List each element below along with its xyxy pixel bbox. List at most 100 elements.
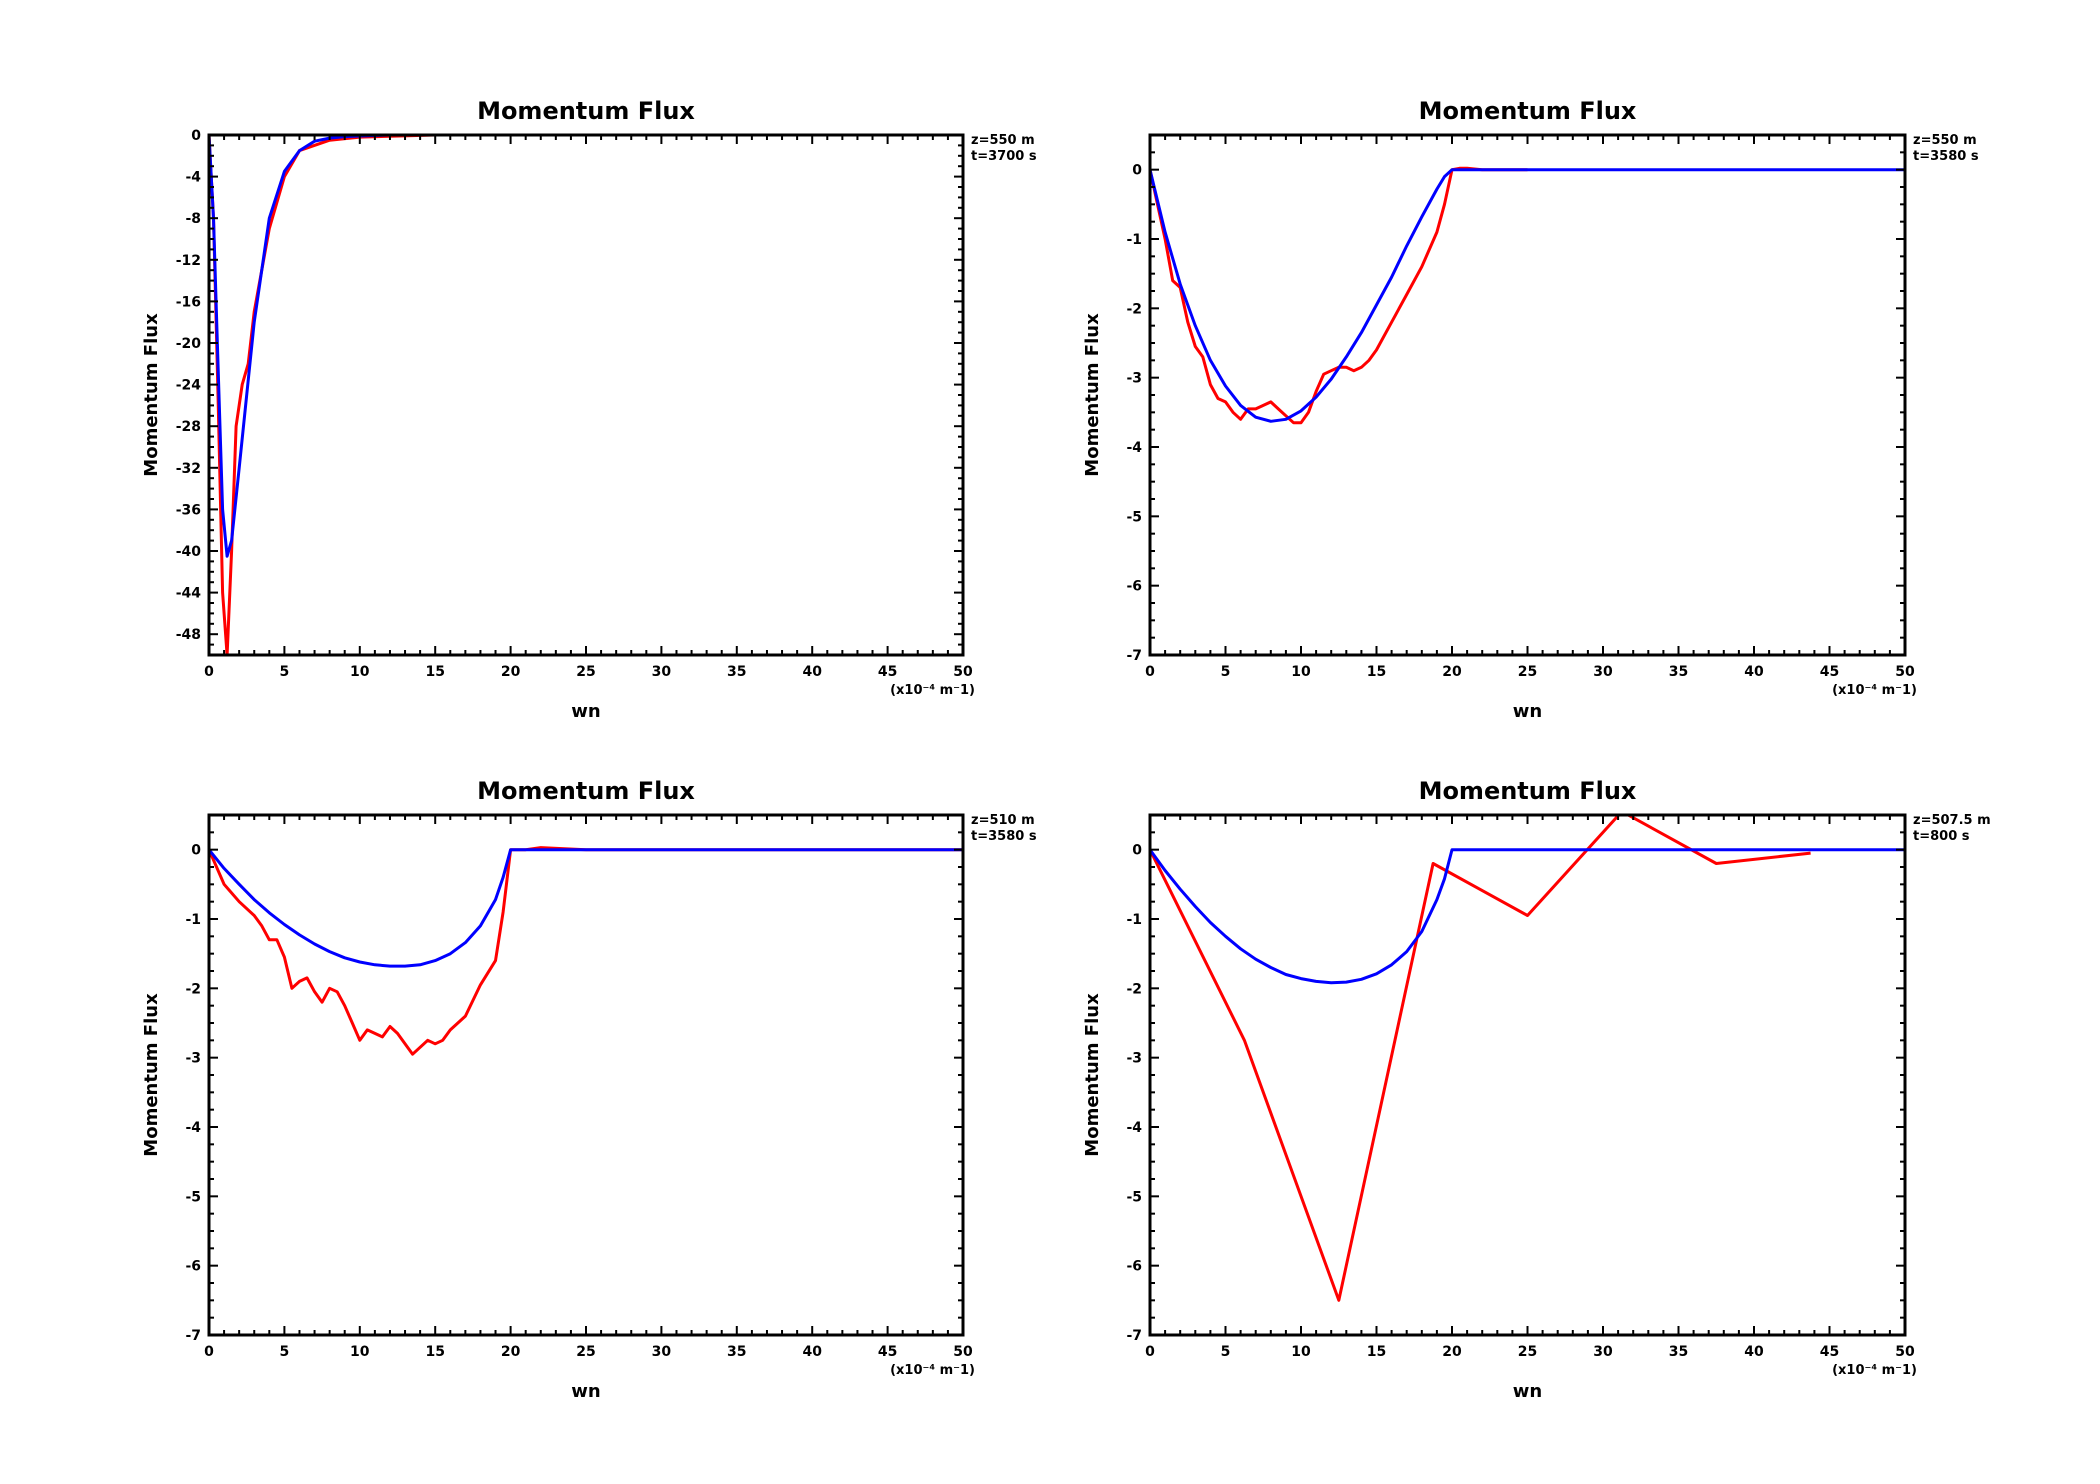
x-tick-label: 45 (1820, 1344, 1839, 1360)
y-tick-label: -2 (185, 981, 201, 997)
y-tick-label: -3 (1126, 1051, 1142, 1067)
y-tick-label: 0 (1132, 843, 1142, 859)
series-line-red (1150, 166, 1528, 425)
x-tick-label: 40 (802, 664, 822, 680)
x-tick-label: 15 (425, 1344, 444, 1360)
x-tick-label: 0 (204, 664, 214, 680)
x-tick-label: 40 (1744, 1344, 1764, 1360)
y-tick-label: -36 (176, 502, 201, 518)
x-tick-label: 15 (1367, 1344, 1386, 1360)
chart-panel-1: 0 5 10 15 20 25 30 35 40 45 50 0 -4 -8 -12 -16 -20 -24 -28… (141, 97, 1037, 722)
y-tick-label: -4 (1126, 1120, 1142, 1136)
x-tick-label: 30 (652, 1344, 672, 1360)
altitude-annotation: z=507.5 m (1913, 813, 1991, 828)
chart-title: Momentum Flux (477, 97, 695, 125)
x-tick-label: 35 (727, 664, 746, 680)
x-tick-label: 50 (953, 1344, 973, 1360)
time-annotation: t=800 s (1913, 829, 1970, 844)
x-tick-label: 30 (1593, 664, 1613, 680)
x-tick-label: 30 (652, 664, 672, 680)
plot-frame (207, 813, 965, 1337)
time-annotation: t=3580 s (971, 829, 1037, 844)
chart-panel-3: 0 5 10 15 20 25 30 35 40 45 50 0 -1 -2 -3 -4 -5 -6 -7 Momen… (141, 777, 1037, 1402)
series-line-blue (1150, 168, 1905, 423)
y-tick-label: 0 (1132, 163, 1142, 179)
y-tick-label: 0 (191, 128, 201, 144)
series-line-blue (209, 135, 963, 558)
y-tick-label: -6 (1126, 579, 1142, 595)
y-tick-label: -48 (176, 627, 201, 643)
x-tick-label: 45 (878, 1344, 897, 1360)
x-tick-label: 5 (1221, 1344, 1231, 1360)
x-tick-label: 10 (350, 664, 370, 680)
x-tick-label: 35 (1669, 664, 1688, 680)
x-tick-label: 25 (576, 664, 595, 680)
y-tick-label: -5 (185, 1189, 201, 1205)
y-tick-label: -7 (1126, 648, 1142, 664)
altitude-annotation: z=510 m (971, 813, 1035, 828)
x-tick-label: 50 (953, 664, 973, 680)
x-tick-label: 20 (501, 664, 521, 680)
plot-frame (207, 133, 965, 657)
time-annotation: t=3580 s (1913, 149, 1979, 164)
x-tick-label: 15 (1367, 664, 1386, 680)
y-tick-label: -24 (176, 378, 202, 394)
x-tick-label: 0 (1145, 1344, 1155, 1360)
y-tick-label: -7 (1126, 1328, 1142, 1344)
x-tick-label: 50 (1895, 664, 1915, 680)
x-axis-label: wn (571, 1381, 600, 1402)
series-line-blue (209, 848, 963, 968)
y-tick-label: -3 (185, 1051, 201, 1067)
y-axis-label: Momentum Flux (1082, 993, 1103, 1157)
x-tick-label: 0 (204, 1344, 214, 1360)
chart-panel-4: 0 5 10 15 20 25 30 35 40 45 50 0 -1 -2 -3 -4 -5 -6 -7 Momen… (1082, 777, 1991, 1402)
series-line-red (1150, 815, 1811, 1302)
y-tick-label: -20 (176, 336, 202, 352)
y-tick-label: -1 (1126, 912, 1142, 928)
y-tick-label: -6 (1126, 1259, 1142, 1275)
y-tick-label: -5 (1126, 509, 1142, 525)
x-unit-label: (x10⁻⁴ m⁻1) (890, 1363, 975, 1378)
y-tick-label: -32 (176, 461, 201, 477)
x-tick-label: 20 (1442, 1344, 1462, 1360)
x-tick-label: 45 (878, 664, 897, 680)
x-tick-label: 0 (1145, 664, 1155, 680)
y-tick-label: -3 (1126, 371, 1142, 387)
x-unit-label: (x10⁻⁴ m⁻1) (1832, 683, 1917, 698)
plot-frame (1148, 133, 1907, 657)
y-tick-label: -2 (1126, 981, 1142, 997)
x-tick-label: 5 (280, 1344, 290, 1360)
x-tick-label: 30 (1593, 1344, 1613, 1360)
y-tick-label: -1 (185, 912, 201, 928)
plot-frame (1148, 813, 1907, 1337)
y-tick-label: -6 (185, 1259, 201, 1275)
x-axis-label: wn (1513, 1381, 1542, 1402)
y-tick-label: -40 (176, 544, 202, 560)
chart-title: Momentum Flux (1419, 97, 1637, 125)
x-tick-label: 40 (802, 1344, 822, 1360)
chart-title: Momentum Flux (477, 777, 695, 805)
y-tick-label: -4 (1126, 440, 1142, 456)
x-axis-label: wn (571, 701, 600, 722)
y-axis-label: Momentum Flux (1082, 313, 1103, 477)
x-tick-label: 20 (1442, 664, 1462, 680)
altitude-annotation: z=550 m (971, 133, 1035, 148)
y-tick-label: -16 (176, 294, 201, 310)
x-tick-label: 10 (350, 1344, 370, 1360)
y-tick-label: -2 (1126, 301, 1142, 317)
chart-panel-2: 0 5 10 15 20 25 30 35 40 45 50 0 -1 -2 -3 -4 -5 -6 -7 Momen… (1082, 97, 1979, 722)
x-tick-label: 5 (1221, 664, 1231, 680)
x-unit-label: (x10⁻⁴ m⁻1) (890, 683, 975, 698)
x-axis-label: wn (1513, 701, 1542, 722)
y-tick-label: -4 (185, 170, 201, 186)
y-tick-label: -7 (185, 1328, 201, 1344)
x-tick-label: 25 (1518, 1344, 1537, 1360)
x-unit-label: (x10⁻⁴ m⁻1) (1832, 1363, 1917, 1378)
altitude-annotation: z=550 m (1913, 133, 1977, 148)
x-tick-label: 25 (576, 1344, 595, 1360)
y-tick-label: 0 (191, 843, 201, 859)
x-tick-label: 10 (1291, 1344, 1311, 1360)
x-tick-label: 10 (1291, 664, 1311, 680)
y-axis-label: Momentum Flux (141, 993, 162, 1157)
